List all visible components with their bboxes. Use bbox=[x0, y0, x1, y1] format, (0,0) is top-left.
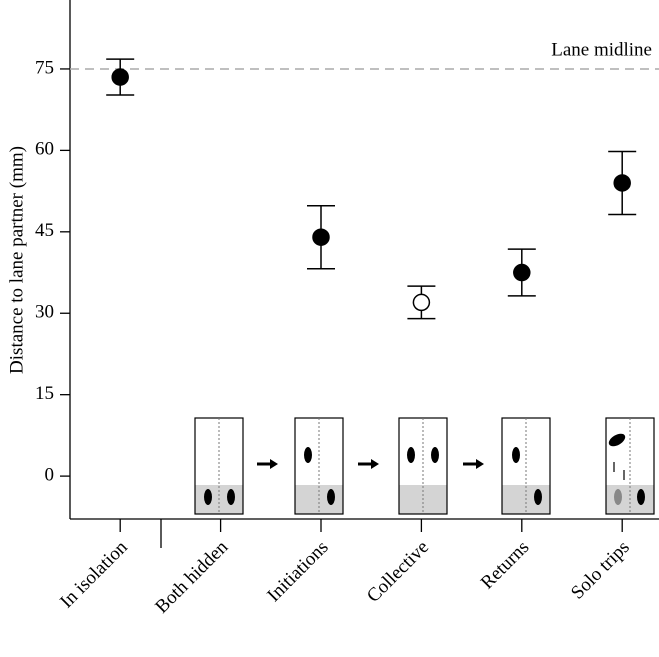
point bbox=[513, 263, 531, 282]
point bbox=[613, 174, 631, 192]
x-tick-label: Returns bbox=[477, 537, 534, 594]
y-tick-label: 45 bbox=[35, 220, 54, 241]
y-tick-label: 60 bbox=[35, 139, 54, 160]
y-axis-label: Distance to lane partner (mm) bbox=[6, 146, 27, 374]
x-tick-label: Both hidden bbox=[151, 536, 232, 617]
x-tick-label: Initiations bbox=[263, 537, 332, 606]
insets bbox=[194, 417, 655, 515]
x-tick-label: Collective bbox=[363, 537, 433, 607]
point bbox=[412, 293, 431, 312]
point bbox=[111, 68, 129, 86]
x-tick-label: Solo trips bbox=[567, 537, 634, 604]
point bbox=[312, 228, 330, 246]
y-tick-label: 75 bbox=[35, 57, 54, 78]
y-tick-label: 15 bbox=[35, 383, 54, 404]
reference-label: Lane midline bbox=[551, 39, 652, 60]
y-tick-label: 0 bbox=[45, 464, 55, 485]
x-tick-label: In isolation bbox=[56, 536, 132, 612]
y-tick-label: 30 bbox=[35, 302, 54, 323]
